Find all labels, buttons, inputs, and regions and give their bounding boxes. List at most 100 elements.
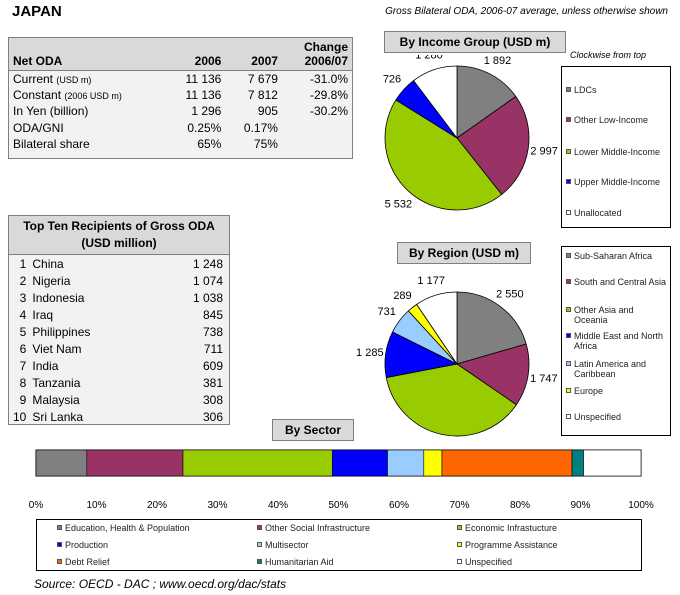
- recipient-name: Viet Nam: [32, 341, 82, 356]
- net-oda-header-row: Net ODA 2006 2007 Change 2006/07: [9, 38, 352, 71]
- net-oda-row-unit: (2006 USD m): [64, 90, 122, 101]
- clockwise-note: Clockwise from top: [570, 50, 647, 60]
- recipient-row: 9 Malaysia 308: [9, 391, 229, 408]
- sector-segment-production: [332, 449, 388, 477]
- legend-item: Other Low-Income: [566, 115, 668, 125]
- net-oda-row-label: Bilateral share: [9, 136, 166, 153]
- legend-label: Lower Middle-Income: [574, 147, 661, 157]
- net-oda-row: In Yen (billion) 1 296 905 -30.2%: [9, 103, 352, 120]
- legend-item: Europe: [566, 386, 668, 396]
- net-oda-row-label-text: Current: [13, 71, 54, 86]
- legend-item: Programme Assistance: [457, 540, 558, 550]
- net-oda-value-2006: 65%: [197, 137, 222, 152]
- legend-label: Sub-Saharan Africa: [574, 251, 653, 261]
- pie-label: 5 532: [385, 199, 413, 211]
- net-oda-change: -31.0%: [309, 71, 348, 86]
- source-note: Source: OECD - DAC ; www.oecd.org/dac/st…: [34, 577, 287, 591]
- recipient-value: 609: [202, 358, 223, 373]
- legend-swatch: [257, 525, 262, 530]
- legend-label: Unspecified: [465, 557, 513, 567]
- legend-item: Upper Middle-Income: [566, 177, 668, 187]
- recipient-value: 1 038: [192, 290, 223, 305]
- col-2006-header: 2006: [166, 38, 226, 71]
- net-oda-value-2006: 11 136: [185, 71, 222, 86]
- sector-tick-label: 60%: [389, 500, 409, 511]
- col-2007-header: 2007: [225, 38, 282, 71]
- pie-slice-sub-saharan-africa: [456, 291, 527, 365]
- net-oda-value-2007: 7 812: [247, 87, 278, 102]
- sector-segment-unspecified: [583, 449, 642, 477]
- legend-swatch: [257, 542, 262, 547]
- legend-item: Debt Relief: [57, 557, 110, 567]
- recipient-value: 845: [202, 307, 223, 322]
- legend-item: Sub-Saharan Africa: [566, 251, 668, 261]
- recipient-value: 1 248: [192, 256, 223, 271]
- recipient-row: 8 Tanzania 381: [9, 374, 229, 391]
- sector-segment-education-health-population: [35, 449, 88, 477]
- sector-tick-label: 10%: [86, 500, 106, 511]
- page-subtitle: Gross Bilateral ODA, 2006-07 average, un…: [385, 6, 668, 17]
- sector-segment-economic-infrastucture: [182, 449, 333, 477]
- pie-label: 289: [393, 290, 411, 302]
- income-legend: LDCs Other Low-Income Lower Middle-Income U…: [561, 66, 671, 228]
- pie-slice-ldcs: [456, 65, 517, 139]
- legend-swatch: [566, 87, 571, 92]
- recipient-rank: 3: [19, 290, 27, 305]
- legend-label: South and Central Asia: [574, 277, 667, 287]
- pie-label: 2 997: [530, 146, 558, 158]
- legend-item: Other Social Infrastructure: [257, 523, 370, 533]
- sector-tick-label: 40%: [268, 500, 288, 511]
- sector-segment-programme-assistance: [423, 449, 443, 477]
- pie-label: 1 285: [356, 347, 384, 359]
- legend-swatch: [566, 279, 571, 284]
- legend-item: Latin America and Caribbean: [566, 359, 668, 379]
- top-ten-title: Top Ten Recipients of Gross ODA: [23, 219, 215, 233]
- legend-item: Unspecified: [457, 557, 512, 567]
- legend-label: Humanitarian Aid: [265, 557, 334, 567]
- net-oda-row-label-text: In Yen (billion): [13, 104, 89, 119]
- recipient-row: 10 Sri Lanka 306: [9, 408, 229, 425]
- legend-item: Economic Infrastucture: [457, 523, 557, 533]
- recipient-row: 1 China 1 248: [9, 255, 229, 272]
- legend-item: Lower Middle-Income: [566, 147, 668, 157]
- country-title: JAPAN: [12, 3, 62, 20]
- sector-tick-label: 80%: [510, 500, 530, 511]
- sector-legend: Education, Health & Population Other Soci…: [36, 519, 642, 571]
- region-chart-title: By Region (USD m): [397, 242, 531, 264]
- net-oda-row-label: Constant (2006 USD m): [9, 87, 166, 104]
- pie-label: 1 892: [484, 55, 512, 67]
- legend-label: LDCs: [574, 85, 597, 95]
- recipient-row: 7 India 609: [9, 357, 229, 374]
- top-ten-header: Top Ten Recipients of Gross ODA (USD mil…: [9, 216, 229, 255]
- legend-item: Middle East and North Africa: [566, 331, 668, 351]
- net-oda-header-label: Net ODA: [9, 38, 167, 71]
- net-oda-row: Current (USD m) 11 136 7 679 -31.0%: [9, 70, 352, 87]
- sector-bar-chart: 0% 10% 20% 30% 40% 50% 60% 70% 80% 90% 100%: [29, 449, 654, 511]
- sector-tick-label: 100%: [628, 500, 654, 511]
- legend-item: Unspecified: [566, 412, 668, 422]
- recipient-value: 738: [202, 324, 223, 339]
- net-oda-value-2007: 905: [257, 104, 278, 119]
- net-oda-row-label-text: Constant: [13, 87, 62, 102]
- pie-slice-other-low-income: [456, 95, 530, 196]
- sector-segment-humanitarian-aid: [571, 449, 584, 477]
- net-oda-value-2007: 75%: [253, 137, 278, 152]
- legend-swatch: [457, 525, 462, 530]
- net-oda-value-2007: 0.17%: [243, 120, 278, 135]
- pie-label: 1 280: [415, 55, 443, 62]
- sector-tick-label: 70%: [449, 500, 469, 511]
- recipient-name: Tanzania: [32, 375, 81, 390]
- recipient-row: 3 Indonesia 1 038: [9, 289, 229, 306]
- legend-swatch: [566, 388, 571, 393]
- income-chart-title: By Income Group (USD m): [384, 31, 566, 53]
- net-oda-value-2006: 11 136: [185, 87, 222, 102]
- legend-swatch: [457, 559, 462, 564]
- pie-slice-other-asia-and-oceania: [385, 363, 517, 437]
- legend-swatch: [566, 210, 571, 215]
- legend-label: Other Low-Income: [574, 115, 649, 125]
- income-pie-chart: 1 892 2 997 5 532 726 1 280: [383, 55, 558, 211]
- legend-swatch: [566, 253, 571, 258]
- legend-swatch: [57, 559, 62, 564]
- sector-tick-label: 90%: [570, 500, 590, 511]
